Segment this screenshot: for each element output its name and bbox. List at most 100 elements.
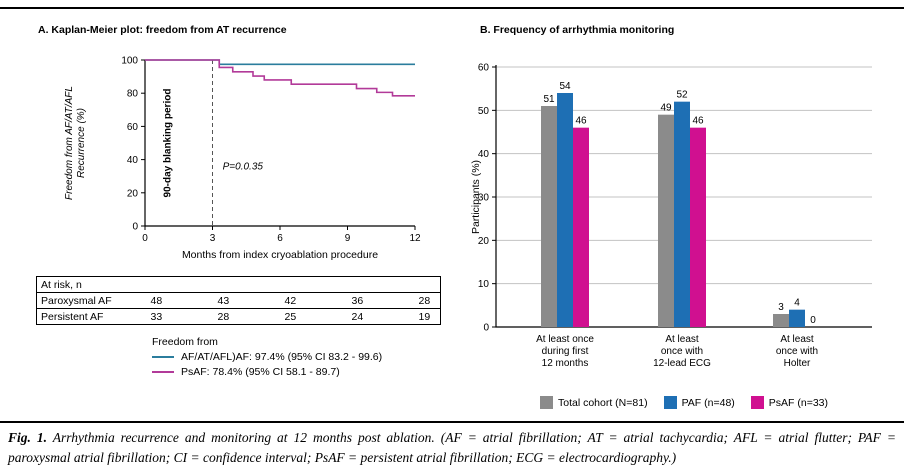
- bar-value-label: 46: [692, 116, 704, 127]
- km-x-tick-label: 3: [210, 233, 216, 244]
- km-y-tick-label: 60: [127, 122, 139, 133]
- bar-legend-label: PAF (n=48): [681, 396, 735, 409]
- bar-axes: [495, 65, 872, 328]
- km-x-tick-label: 12: [409, 233, 421, 244]
- top-rule: [0, 7, 904, 9]
- bar-category-label: during first: [542, 346, 589, 357]
- caption-text: Arrhythmia recurrence and monitoring at …: [8, 430, 897, 465]
- bar-y-axis-label: Participants (%): [470, 160, 482, 234]
- risk-value: 28: [414, 292, 441, 309]
- bar-category-label: Holter: [784, 358, 811, 369]
- km-x-axis-label: Months from index cryoablation procedure: [182, 249, 378, 261]
- bar-y-tick-label: 10: [478, 279, 490, 290]
- bar-value-label: 46: [575, 116, 587, 127]
- risk-value: 19: [414, 308, 441, 325]
- bar-paf: [557, 93, 573, 327]
- km-y-axis-label: Freedom from AF/AT/AFL: [64, 86, 75, 200]
- bar-value-label: 4: [794, 298, 800, 309]
- blanking-period-label: 90-day blanking period: [163, 89, 174, 198]
- km-legend-line-swatch: [152, 356, 174, 358]
- km-legend-item: PsAF: 78.4% (95% CI 58.1 - 89.7): [152, 366, 382, 378]
- km-curve-psaf: [145, 59, 415, 97]
- km-legend-title: Freedom from: [152, 336, 218, 348]
- bar-value-label: 3: [778, 302, 784, 313]
- bar-legend: Total cohort (N=81) PAF (n=48) PsAF (n=33): [466, 396, 902, 409]
- bar-legend-item: PsAF (n=33): [750, 396, 829, 409]
- bar-psaf: [573, 127, 589, 328]
- km-y-tick-label: 0: [132, 222, 138, 233]
- km-y-tick-label: 40: [127, 155, 139, 166]
- risk-value: 36: [347, 292, 415, 309]
- km-chart: 0 20 40 60 80 100 0 3 6 9 12 90-day blanking period…: [64, 56, 421, 262]
- p-value-label: P=0.0.35: [223, 162, 264, 173]
- km-legend-label: AF/AT/AFL)AF: 97.4% (95% CI 83.2 - 99.6): [181, 351, 383, 363]
- bar-y-tick-label: 40: [478, 149, 490, 160]
- bar-total: [773, 314, 789, 327]
- km-legend-line-swatch: [152, 371, 174, 373]
- bar-paf: [789, 309, 805, 327]
- km-x-tick-label: 6: [277, 233, 283, 244]
- km-axes: [144, 60, 415, 227]
- risk-value: 24: [347, 308, 415, 325]
- bar-legend-swatch: [539, 396, 553, 409]
- km-x-tick-label: 0: [142, 233, 148, 244]
- risk-cell: [146, 276, 214, 293]
- bar-value-label: 54: [559, 81, 571, 92]
- at-risk-row: At risk, n: [36, 276, 441, 293]
- bar-category-label: At least: [665, 334, 699, 345]
- bar-legend-swatch: [663, 396, 677, 409]
- bar-y-tick-label: 20: [478, 236, 490, 247]
- bar-category-label: At least once: [536, 334, 594, 345]
- risk-cell: [347, 276, 415, 293]
- km-y-tick-label: 20: [127, 188, 139, 199]
- risk-cell: [213, 276, 281, 293]
- km-x-tick-label: 9: [345, 233, 351, 244]
- risk-cell: [414, 276, 441, 293]
- risk-row-label: Paroxysmal AF: [36, 292, 147, 309]
- bar-y-tick-label: 60: [478, 63, 490, 74]
- km-legend: Freedom from AF/AT/AFL)AF: 97.4% (95% CI…: [152, 336, 382, 378]
- risk-value: 25: [280, 308, 348, 325]
- bar-value-label: 52: [676, 90, 688, 101]
- panel-a-title: A. Kaplan-Meier plot: freedom from AT re…: [38, 24, 287, 36]
- bar-category-label: once with: [776, 346, 818, 357]
- at-risk-table: At risk, n Paroxysmal AF 48 43 42 36 28 Persist…: [36, 276, 441, 325]
- risk-value: 48: [146, 292, 214, 309]
- bar-y-tick-label: 0: [483, 323, 489, 334]
- bar-category-label: 12-lead ECG: [653, 358, 711, 369]
- bar-category-label: At least: [780, 334, 814, 345]
- bar-psaf: [690, 127, 706, 328]
- bar-legend-swatch: [750, 396, 764, 409]
- at-risk-row: Persistent AF 33 28 25 24 19: [36, 308, 441, 325]
- km-y-tick-label: 100: [121, 56, 138, 67]
- panel-b-title: B. Frequency of arrhythmia monitoring: [480, 24, 675, 36]
- figure-caption: Fig. 1. Arrhythmia recurrence and monito…: [8, 428, 896, 467]
- bar-y-tick-label: 30: [478, 193, 490, 204]
- panel-b-bar-chart: B. Frequency of arrhythmia monitoring 0 1…: [466, 18, 902, 414]
- risk-cell: [280, 276, 348, 293]
- risk-value: 42: [280, 292, 348, 309]
- bar-y-tick-label: 50: [478, 106, 490, 117]
- bar-total: [658, 114, 674, 328]
- at-risk-header: At risk, n: [36, 276, 147, 293]
- km-y-axis-label: Recurrence (%): [76, 108, 87, 178]
- caption-figure-number: Fig. 1.: [8, 430, 47, 445]
- bar-legend-item: Total cohort (N=81): [539, 396, 648, 409]
- risk-row-label: Persistent AF: [36, 308, 147, 325]
- bar-total: [541, 106, 557, 327]
- bar-legend-label: PsAF (n=33): [768, 396, 829, 409]
- km-legend-items: AF/AT/AFL)AF: 97.4% (95% CI 83.2 - 99.6)…: [152, 351, 382, 378]
- km-legend-item: AF/AT/AFL)AF: 97.4% (95% CI 83.2 - 99.6): [152, 351, 382, 363]
- panel-a-kaplan-meier: A. Kaplan-Meier plot: freedom from AT re…: [28, 18, 464, 414]
- risk-value: 33: [146, 308, 214, 325]
- bar-value-label: 49: [660, 103, 672, 114]
- risk-value: 43: [213, 292, 281, 309]
- risk-value: 28: [213, 308, 281, 325]
- bar-category-label: 12 months: [542, 358, 589, 369]
- at-risk-row: Paroxysmal AF 48 43 42 36 28: [36, 292, 441, 309]
- km-y-tick-label: 80: [127, 89, 139, 100]
- bottom-rule: [0, 421, 904, 423]
- bar-legend-label: Total cohort (N=81): [557, 396, 648, 409]
